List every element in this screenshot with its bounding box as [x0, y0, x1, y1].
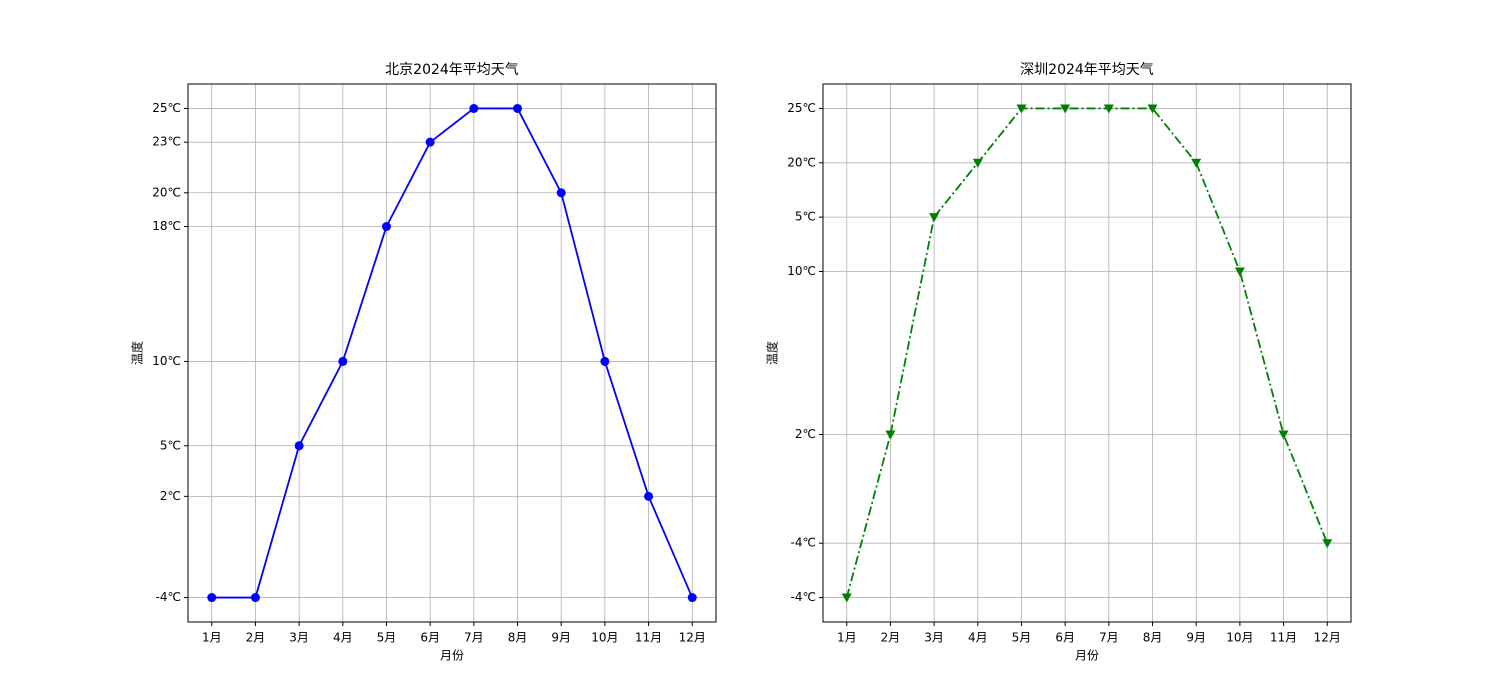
marker	[469, 103, 479, 113]
y-tick-label: 20℃	[152, 185, 181, 199]
marker	[687, 593, 697, 603]
x-axis-label: 月份	[1075, 649, 1099, 663]
x-tick-label: 1月	[202, 631, 222, 645]
plot-frame	[822, 83, 1352, 623]
y-tick-label: -4℃	[791, 536, 816, 550]
marker	[1278, 430, 1289, 440]
marker	[425, 137, 435, 147]
marker	[1191, 158, 1202, 168]
y-tick-label: 5℃	[795, 210, 816, 224]
x-tick-label: 10月	[1226, 631, 1253, 645]
series-line	[211, 107, 694, 599]
marker	[644, 491, 654, 501]
x-tick-label: 2月	[246, 631, 266, 645]
marker	[600, 356, 610, 366]
x-tick-label: 12月	[679, 631, 706, 645]
x-tick-label: 1月	[837, 631, 857, 645]
y-tick-label: -4℃	[791, 590, 816, 604]
x-tick-label: 5月	[377, 631, 397, 645]
x-tick-label: 11月	[1270, 631, 1297, 645]
chart-title: 北京2024年平均天气	[385, 62, 519, 78]
marker	[1147, 104, 1158, 114]
x-tick-label: 4月	[333, 631, 353, 645]
marker	[929, 213, 940, 223]
marker	[972, 158, 983, 168]
x-tick-label: 10月	[591, 631, 618, 645]
y-tick-label: 2℃	[160, 489, 181, 503]
y-tick-label: 18℃	[152, 219, 181, 233]
x-tick-label: 2月	[881, 631, 901, 645]
marker	[1060, 104, 1071, 114]
marker	[556, 188, 566, 198]
x-tick-label: 9月	[551, 631, 571, 645]
x-tick-label: 5月	[1012, 631, 1032, 645]
marker	[885, 430, 896, 440]
marker	[1103, 104, 1114, 114]
y-tick-label: 25℃	[152, 101, 181, 115]
marker	[294, 441, 304, 451]
x-tick-label: 9月	[1186, 631, 1206, 645]
marker	[250, 593, 260, 603]
x-tick-label: 7月	[1099, 631, 1119, 645]
marker	[1234, 267, 1245, 277]
marker	[338, 356, 348, 366]
x-tick-label: 3月	[289, 631, 309, 645]
marker	[381, 222, 391, 232]
x-tick-label: 8月	[508, 631, 528, 645]
y-tick-label: -4℃	[156, 590, 181, 604]
y-tick-label: 10℃	[787, 264, 816, 278]
marker	[1016, 104, 1027, 114]
marker	[841, 593, 852, 603]
y-tick-label: 5℃	[160, 438, 181, 452]
y-tick-label: 2℃	[795, 427, 816, 441]
y-tick-label: 25℃	[787, 101, 816, 115]
plot-frame	[187, 83, 717, 623]
y-tick-label: 23℃	[152, 135, 181, 149]
x-tick-label: 4月	[968, 631, 988, 645]
y-axis-label: 温度	[130, 341, 145, 365]
marker	[207, 593, 217, 603]
x-tick-label: 6月	[420, 631, 440, 645]
x-tick-label: 7月	[464, 631, 484, 645]
marker	[513, 103, 523, 113]
marker	[1322, 539, 1333, 549]
chart-title: 深圳2024年平均天气	[1020, 62, 1154, 78]
y-tick-label: 20℃	[787, 155, 816, 169]
x-axis-label: 月份	[440, 649, 464, 663]
series-line	[845, 107, 1329, 598]
x-tick-label: 8月	[1143, 631, 1163, 645]
x-tick-label: 11月	[635, 631, 662, 645]
x-tick-label: 3月	[924, 631, 944, 645]
y-tick-label: 10℃	[152, 354, 181, 368]
y-axis-label: 温度	[765, 341, 780, 365]
x-tick-label: 6月	[1055, 631, 1075, 645]
x-tick-label: 12月	[1314, 631, 1341, 645]
